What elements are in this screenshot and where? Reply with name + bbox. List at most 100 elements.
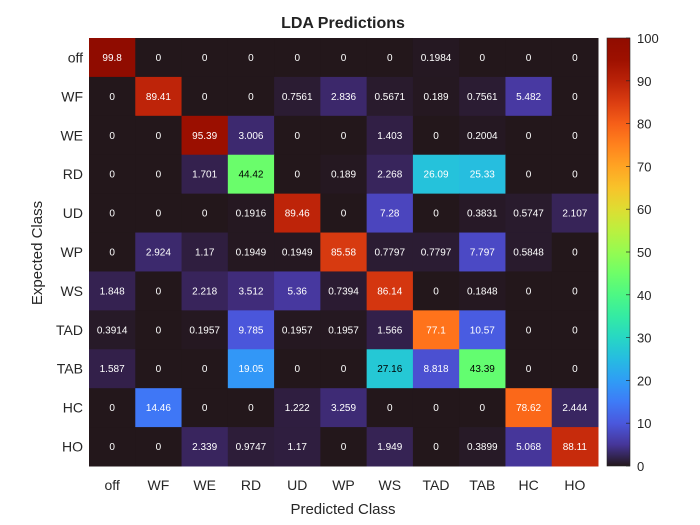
heatmap-cell — [89, 115, 136, 156]
heatmap-cell — [227, 115, 275, 156]
heatmap-cell — [89, 154, 136, 195]
cell-value-label: 43.39 — [470, 364, 495, 375]
heatmap-cell — [181, 271, 229, 311]
heatmap-cell — [505, 193, 553, 234]
cell-value-label: 0 — [433, 442, 439, 453]
cell-value-label: 0 — [202, 53, 208, 64]
cell-value-label: 85.58 — [331, 248, 356, 259]
heatmap-cell — [135, 115, 183, 156]
cell-value-label: 0 — [341, 364, 347, 375]
heatmap-cell — [551, 193, 599, 234]
cell-value-label: 0 — [572, 170, 578, 181]
heatmap-cell — [505, 427, 553, 467]
heatmap-cell — [459, 115, 506, 156]
heatmap-cell — [135, 349, 183, 389]
heatmap-cell — [459, 76, 506, 117]
cell-value-label: 77.1 — [426, 325, 446, 336]
cell-value-label: 0.3914 — [97, 325, 128, 336]
cell-value-label: 14.46 — [146, 403, 171, 414]
heatmap-cell — [89, 76, 136, 117]
cell-value-label: 0 — [341, 131, 347, 142]
heatmap-cell — [551, 349, 599, 389]
cell-value-label: 0 — [572, 364, 578, 375]
heatmap-cell — [135, 38, 183, 78]
heatmap-cell — [181, 388, 229, 428]
colorbar-tick-label: 50 — [637, 245, 651, 260]
heatmap-cell — [551, 154, 599, 195]
cell-value-label: 78.62 — [516, 403, 541, 414]
cell-value-label: 0 — [156, 209, 162, 220]
heatmap-cell — [89, 193, 136, 234]
y-tick-label: TAD — [56, 322, 83, 338]
cell-value-label: 0 — [202, 403, 208, 414]
heatmap-cell — [227, 271, 275, 311]
heatmap-cell — [366, 271, 414, 311]
cell-value-label: 0 — [433, 403, 439, 414]
cell-value-label: 0 — [526, 53, 532, 64]
heatmap-cell — [551, 271, 599, 311]
heatmap-cell — [459, 232, 506, 272]
cell-value-label: 1.566 — [377, 325, 402, 336]
cell-value-label: 0.5848 — [513, 248, 544, 259]
cell-value-label: 0 — [156, 53, 162, 64]
cell-value-label: 0 — [341, 53, 347, 64]
y-tick-labels: off WF WE RD UD WP WS TAD TAB HC HO — [56, 49, 83, 454]
cell-value-label: 1.949 — [377, 442, 402, 453]
x-tick-label: WP — [332, 477, 355, 493]
cell-value-label: 0.7561 — [282, 92, 313, 103]
cell-value-label: 0 — [294, 131, 300, 142]
heatmap-cell — [412, 232, 460, 272]
x-tick-label: TAD — [423, 477, 450, 493]
cell-value-label: 0 — [572, 53, 578, 64]
heatmap-cell — [505, 115, 553, 156]
heatmap-cell — [89, 38, 136, 78]
cell-value-label: 0 — [156, 170, 162, 181]
cell-value-label: 0 — [109, 170, 115, 181]
cell-value-label: 99.8 — [102, 53, 122, 64]
cell-value-label: 89.41 — [146, 92, 171, 103]
cell-value-label: 0 — [387, 403, 393, 414]
cell-value-label: 0.1957 — [189, 325, 220, 336]
cell-value-label: 0.1848 — [467, 286, 498, 297]
cell-value-label: 0 — [294, 170, 300, 181]
heatmap-cell — [274, 38, 321, 78]
cell-value-label: 0 — [294, 53, 300, 64]
heatmap-cell — [274, 388, 321, 428]
cell-value-label: 1.587 — [100, 364, 125, 375]
heatmap-cell — [551, 427, 599, 467]
cell-value-label: 8.818 — [424, 364, 449, 375]
heatmap-cell — [412, 38, 460, 78]
heatmap-cell — [135, 388, 183, 428]
cell-value-label: 0 — [433, 131, 439, 142]
heatmap-cell — [227, 154, 275, 195]
cell-value-label: 0 — [526, 286, 532, 297]
cell-value-label: 0 — [109, 131, 115, 142]
cell-value-label: 0.9747 — [236, 442, 267, 453]
x-tick-labels: off WF WE RD UD WP WS TAD TAB HC HO — [104, 477, 585, 493]
colorbar-tick-label: 10 — [637, 416, 651, 431]
cell-value-label: 0 — [526, 364, 532, 375]
colorbar-tick-label: 30 — [637, 331, 651, 346]
y-tick-label: WF — [61, 88, 83, 104]
heatmap-cell — [181, 232, 229, 272]
heatmap-cell — [274, 193, 321, 234]
heatmap-cell — [181, 310, 229, 350]
heatmap-cell — [505, 154, 553, 195]
cell-value-label: 0 — [526, 170, 532, 181]
heatmap-cell — [551, 310, 599, 350]
heatmap-cell — [412, 271, 460, 311]
heatmap-cell — [135, 76, 183, 117]
cell-value-label: 0 — [156, 131, 162, 142]
cell-value-label: 0 — [109, 442, 115, 453]
cell-value-label: 0 — [526, 325, 532, 336]
cell-value-label: 0 — [156, 442, 162, 453]
heatmap-cell — [274, 232, 321, 272]
cell-value-label: 0 — [433, 286, 439, 297]
y-axis-label: Expected Class — [29, 201, 46, 305]
heatmap-cell — [366, 115, 414, 156]
cell-value-label: 2.339 — [192, 442, 217, 453]
cell-value-label: 0.1949 — [282, 248, 313, 259]
heatmap-cell — [366, 310, 414, 350]
y-tick-label: WS — [60, 283, 83, 299]
heatmap-cell — [459, 193, 506, 234]
